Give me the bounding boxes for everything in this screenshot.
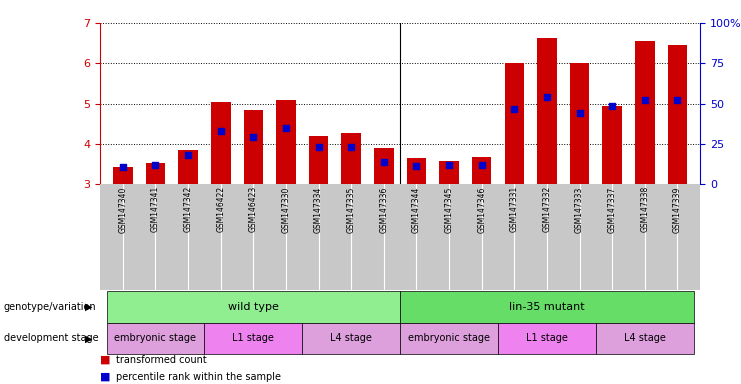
Bar: [146, 163, 165, 184]
Text: GSM147341: GSM147341: [151, 186, 160, 232]
Point: [574, 109, 585, 116]
Point: [313, 144, 325, 150]
Text: GSM147334: GSM147334: [314, 186, 323, 233]
Text: L1 stage: L1 stage: [526, 333, 568, 343]
Text: percentile rank within the sample: percentile rank within the sample: [116, 372, 282, 382]
Text: genotype/variation: genotype/variation: [4, 302, 96, 312]
Bar: [537, 38, 556, 184]
Bar: [113, 167, 133, 184]
Bar: [635, 41, 654, 184]
Text: GSM147332: GSM147332: [542, 186, 551, 232]
Point: [671, 98, 683, 104]
Bar: [179, 150, 198, 184]
Point: [639, 97, 651, 103]
Text: GSM147336: GSM147336: [379, 186, 388, 233]
Point: [606, 103, 618, 109]
Point: [411, 163, 422, 169]
Point: [182, 152, 194, 158]
Text: L1 stage: L1 stage: [233, 333, 274, 343]
Bar: [244, 110, 263, 184]
Point: [280, 125, 292, 131]
Text: lin-35 mutant: lin-35 mutant: [509, 302, 585, 312]
Text: ▶: ▶: [85, 302, 93, 312]
Text: L4 stage: L4 stage: [624, 333, 665, 343]
Point: [541, 94, 553, 100]
Text: GSM147345: GSM147345: [445, 186, 453, 233]
Text: GSM147342: GSM147342: [184, 186, 193, 232]
Text: L4 stage: L4 stage: [330, 333, 372, 343]
Bar: [374, 148, 393, 184]
Point: [247, 134, 259, 140]
Bar: [276, 101, 296, 184]
Text: ■: ■: [100, 355, 110, 365]
Text: GSM147338: GSM147338: [640, 186, 649, 232]
Text: GSM147339: GSM147339: [673, 186, 682, 233]
Text: GSM146422: GSM146422: [216, 186, 225, 232]
Text: GSM147331: GSM147331: [510, 186, 519, 232]
Text: GSM147330: GSM147330: [282, 186, 290, 233]
Text: ▶: ▶: [85, 333, 93, 343]
Text: GSM147337: GSM147337: [608, 186, 617, 233]
Point: [345, 144, 357, 150]
Text: GSM147335: GSM147335: [347, 186, 356, 233]
Bar: [211, 103, 230, 184]
Bar: [407, 158, 426, 184]
Point: [443, 162, 455, 169]
Text: GSM147333: GSM147333: [575, 186, 584, 233]
Point: [150, 162, 162, 169]
Point: [117, 164, 129, 170]
Text: GSM147346: GSM147346: [477, 186, 486, 233]
Bar: [602, 106, 622, 184]
Point: [378, 159, 390, 165]
Bar: [505, 63, 524, 184]
Bar: [570, 63, 589, 184]
Bar: [668, 45, 687, 184]
Bar: [342, 133, 361, 184]
Point: [508, 106, 520, 112]
Text: development stage: development stage: [4, 333, 99, 343]
Text: GSM147340: GSM147340: [119, 186, 127, 233]
Text: embryonic stage: embryonic stage: [408, 333, 490, 343]
Text: wild type: wild type: [228, 302, 279, 312]
Bar: [439, 161, 459, 184]
Point: [476, 162, 488, 169]
Text: embryonic stage: embryonic stage: [115, 333, 196, 343]
Text: GSM147344: GSM147344: [412, 186, 421, 233]
Text: GSM146423: GSM146423: [249, 186, 258, 232]
Point: [215, 128, 227, 134]
Bar: [309, 136, 328, 184]
Text: ■: ■: [100, 372, 110, 382]
Bar: [472, 157, 491, 184]
Text: transformed count: transformed count: [116, 355, 207, 365]
